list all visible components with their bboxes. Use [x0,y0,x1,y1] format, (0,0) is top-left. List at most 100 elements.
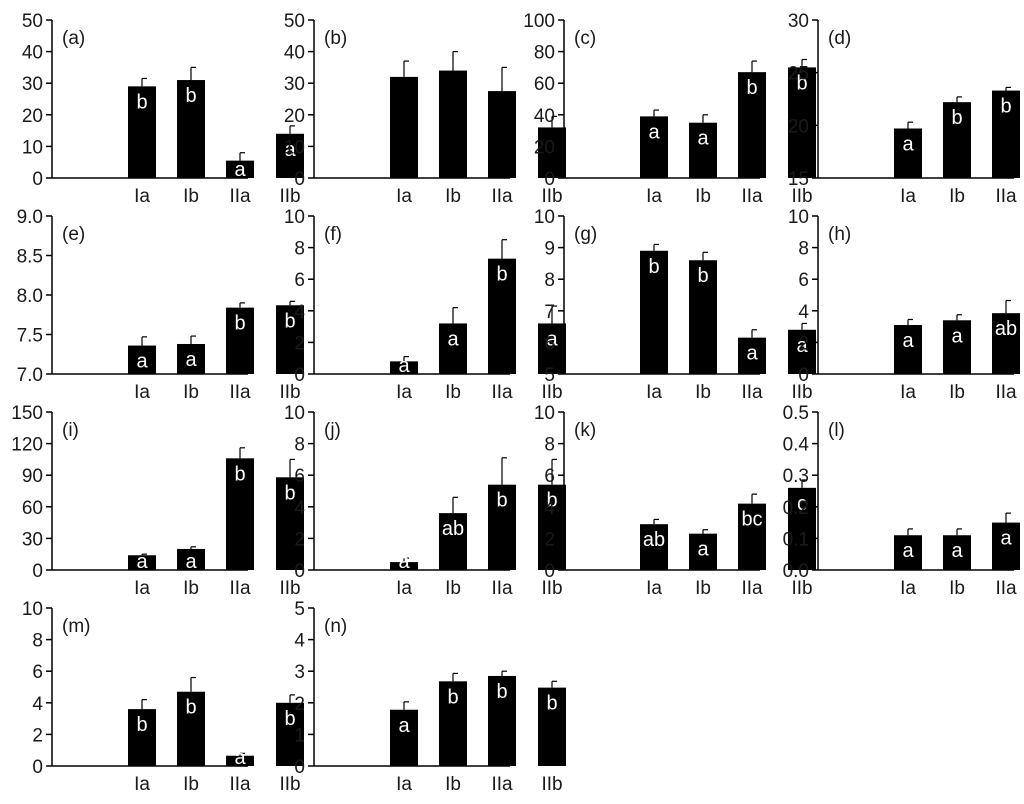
y-tick-label: 0.3 [783,466,809,487]
panel-label: (c) [574,28,596,49]
bar-Ia [390,709,418,766]
bar-IIb [788,329,816,374]
y-tick-label: 0 [798,365,809,386]
x-tick-label: IIa [229,186,251,207]
significance-letter: a [398,715,410,737]
x-tick-label: Ib [445,186,461,207]
y-tick-label: 4 [294,631,305,652]
chart-panel-l: 0.00.10.20.30.40.5aIaaIbaIIabIIb(l) [783,403,1020,599]
x-tick-label: Ib [949,578,965,599]
panel-label: (g) [574,224,597,245]
bar-Ia [390,76,418,178]
x-tick-label: IIa [491,382,513,403]
y-tick-label: 8 [544,270,555,291]
y-tick-label: 20 [788,116,809,137]
y-tick-label: 50 [284,11,305,32]
x-tick-label: Ia [396,186,412,207]
y-tick-label: 40 [284,43,305,64]
panel-label: (a) [62,28,85,49]
y-tick-label: 7.0 [17,365,43,386]
significance-letter: a [546,328,558,350]
significance-letter: b [951,107,962,129]
bar-IIa [488,91,516,178]
y-tick-label: 2 [294,529,305,550]
y-tick-label: 10 [534,403,555,424]
significance-letter: b [746,77,757,99]
bar-IIa [738,503,766,570]
x-tick-label: IIa [995,578,1017,599]
significance-letter: a [951,540,963,562]
x-tick-label: Ib [695,382,711,403]
y-tick-label: 10 [284,137,305,158]
bar-Ia [894,128,922,178]
significance-letter: b [796,72,807,94]
significance-letter: b [546,693,557,715]
panel-label: (j) [324,420,341,441]
significance-letter: a [648,121,660,143]
significance-letter: b [546,490,557,512]
x-tick-label: IIb [279,382,300,403]
y-tick-label: 0.0 [783,561,809,582]
chart-panel-d: 15 20 25 30 a Ia b Ib b IIa b IIb (d) [788,11,1020,207]
significance-letter: a [398,355,410,377]
bar-IIb [538,484,566,570]
y-tick-label: 0 [32,169,43,190]
y-tick-label: 0 [294,365,305,386]
chart-panel-c: 0 20 40 60 80 100 a Ia a Ib b IIa b IIb (c) [523,11,816,207]
x-tick-label: IIb [541,774,562,795]
bar-Ia [128,555,156,570]
bar-IIa [992,90,1020,178]
y-tick-label: 6 [32,662,43,683]
bar-Ib [177,548,205,570]
y-tick-label: 10 [22,137,43,158]
y-tick-label: 0 [294,169,305,190]
y-tick-label: 60 [534,74,555,95]
panel-label: (f) [324,224,342,245]
significance-letter: b [284,310,295,332]
y-tick-label: 9 [544,239,555,260]
y-tick-label: 120 [11,435,43,456]
significance-letter: b [496,490,507,512]
y-tick-label: 4 [294,302,305,323]
y-tick-label: 80 [534,43,555,64]
x-tick-label: Ia [134,774,150,795]
y-tick-label: 90 [22,466,43,487]
significance-letter: a [697,128,709,150]
y-tick-label: 3 [294,662,305,683]
significance-letter: c [797,493,807,515]
x-tick-label: IIb [791,186,812,207]
x-tick-label: IIa [491,186,513,207]
y-tick-label: 5 [294,599,305,620]
chart-panel-a: 0 10 20 30 40 50 b Ia b Ib a IIa a IIb (a) [22,11,304,207]
x-tick-label: Ib [183,578,199,599]
x-tick-label: IIa [229,578,251,599]
y-tick-label: 20 [534,137,555,158]
y-tick-label: 2 [798,333,809,354]
x-tick-label: Ia [900,578,916,599]
x-tick-label: IIa [741,382,763,403]
y-tick-label: 60 [22,498,43,519]
significance-letter: a [1000,528,1012,550]
x-tick-label: Ib [445,774,461,795]
x-tick-label: IIb [279,186,300,207]
chart-panel-e: 7.0 7.5 8.0 8.5 9.0 a Ia a Ib b IIa b IIb (e) [17,207,304,403]
significance-letter: b [697,265,708,287]
bar-Ia [894,535,922,570]
significance-letter: b [1000,96,1011,118]
y-tick-label: 20 [22,106,43,127]
y-tick-label: 0.1 [783,529,809,550]
bar-Ib [439,513,467,570]
x-tick-label: Ia [646,578,662,599]
bar-Ia [640,250,668,374]
y-tick-label: 7.5 [17,326,43,347]
y-tick-label: 8 [798,239,809,260]
bar-Ia [128,709,156,766]
x-tick-label: Ib [445,578,461,599]
y-tick-label: 0.5 [783,403,809,424]
x-tick-label: Ia [134,382,150,403]
y-tick-label: 2 [294,694,305,715]
y-tick-label: 30 [284,74,305,95]
x-tick-label: IIa [491,578,513,599]
x-tick-label: Ia [134,578,150,599]
